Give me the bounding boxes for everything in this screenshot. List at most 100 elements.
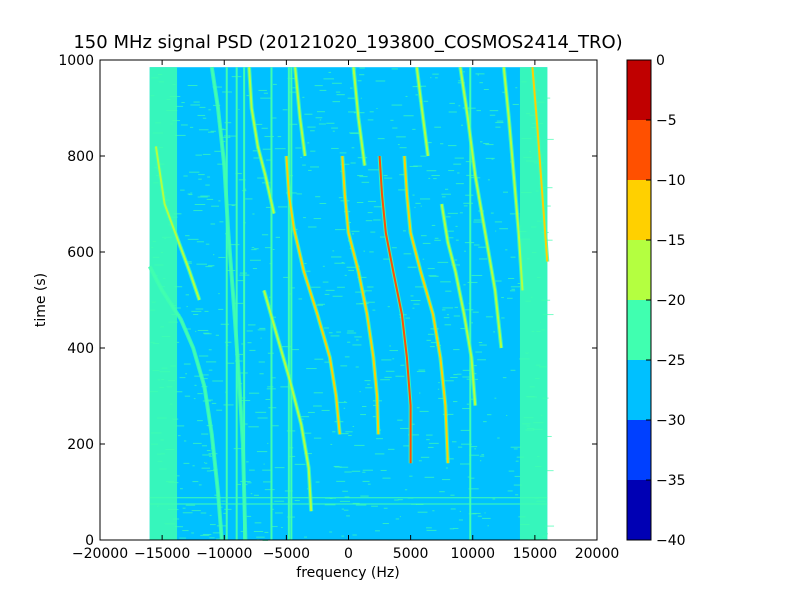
heatmap-speckle	[344, 274, 347, 276]
heatmap-speckle	[233, 448, 243, 450]
heatmap-speckle	[479, 460, 482, 462]
heatmap-speckle	[459, 212, 463, 214]
heatmap-speckle	[163, 278, 166, 280]
heatmap-speckle	[174, 286, 183, 288]
heatmap-speckle	[200, 534, 210, 536]
heatmap-speckle	[371, 505, 378, 507]
heatmap-speckle	[218, 200, 221, 202]
heatmap-speckle	[463, 284, 466, 286]
heatmap-speckle	[457, 446, 463, 448]
heatmap-speckle	[188, 194, 193, 196]
heatmap-speckle	[362, 471, 366, 473]
doppler-track	[502, 67, 524, 291]
heatmap-speckle	[207, 176, 211, 178]
heatmap-speckle	[155, 122, 162, 124]
heatmap-speckle	[251, 247, 255, 249]
heatmap-speckle	[481, 454, 485, 456]
heatmap-speckle	[252, 213, 255, 215]
heatmap-speckle	[273, 83, 277, 85]
heatmap-speckle	[368, 169, 379, 171]
heatmap-speckle	[323, 78, 335, 80]
colorbar-tick-label: −35	[656, 473, 686, 489]
heatmap-speckle	[186, 306, 188, 308]
y-axis-label: time (s)	[33, 273, 49, 327]
heatmap-speckle	[374, 453, 385, 455]
heatmap-speckle	[197, 393, 203, 395]
heatmap-speckle	[542, 314, 554, 316]
doppler-track	[154, 146, 201, 301]
heatmap-speckle	[369, 111, 374, 113]
doppler-track	[285, 155, 341, 435]
heatmap-speckle	[218, 293, 220, 295]
heatmap-speckle	[453, 401, 458, 403]
heatmap-speckle	[354, 336, 362, 338]
heatmap-speckle	[542, 187, 553, 189]
heatmap-speckle	[520, 191, 532, 193]
heatmap-speckle	[168, 482, 179, 484]
heatmap-speckle	[508, 277, 515, 279]
heatmap-speckle	[515, 494, 519, 496]
heatmap-speckle	[199, 106, 206, 108]
heatmap-speckle	[389, 350, 399, 352]
heatmap-speckle	[304, 113, 313, 115]
chart-title: 150 MHz signal PSD (20121020_193800_COSM…	[73, 32, 622, 53]
doppler-track	[352, 67, 366, 166]
heatmap-speckle	[182, 530, 189, 532]
heatmap-speckle	[203, 332, 210, 334]
heatmap-speckle	[159, 468, 167, 470]
heatmap-speckle	[154, 264, 164, 266]
heatmap-speckle	[416, 371, 426, 373]
heatmap-speckle	[361, 181, 370, 183]
heatmap-speckle	[250, 493, 253, 495]
heatmap-speckle	[224, 122, 232, 124]
heatmap-speckle	[399, 516, 401, 518]
heatmap-speckle	[356, 303, 365, 305]
heatmap-speckle	[195, 308, 204, 310]
heatmap-speckle	[525, 300, 531, 302]
heatmap-speckle	[151, 301, 156, 303]
heatmap-speckle	[187, 261, 192, 263]
heatmap-speckle	[487, 179, 490, 181]
heatmap-speckle	[430, 77, 432, 79]
heatmap-speckle	[536, 220, 546, 222]
heatmap-speckle	[203, 378, 208, 380]
heatmap-speckle	[187, 238, 199, 240]
doppler-track	[415, 67, 429, 157]
colorbar-segment	[627, 360, 651, 420]
heatmap-speckle	[417, 511, 428, 513]
heatmap-speckle	[412, 128, 416, 130]
heatmap-speckle	[175, 105, 184, 107]
heatmap-speckle	[248, 324, 256, 326]
heatmap-speckle	[535, 190, 539, 192]
heatmap-speckle	[315, 481, 320, 483]
heatmap-speckle	[164, 199, 170, 201]
heatmap-speckle	[443, 317, 450, 319]
heatmap-speckle	[487, 414, 492, 416]
heatmap-speckle	[426, 434, 433, 436]
heatmap-speckle	[525, 352, 529, 354]
heatmap-speckle	[191, 532, 194, 534]
heatmap-speckle	[360, 495, 369, 497]
heatmap-speckle	[542, 535, 547, 537]
heatmap-speckle	[225, 204, 237, 206]
heatmap-speckle	[542, 205, 551, 207]
doppler-track	[403, 155, 449, 464]
heatmap-speckle	[336, 401, 348, 403]
heatmap-speckle	[442, 309, 446, 311]
heatmap-speckle	[485, 157, 495, 159]
heatmap-speckle	[505, 249, 508, 251]
heatmap-speckle	[511, 288, 515, 290]
heatmap-speckle	[154, 167, 158, 169]
heatmap-speckle	[454, 157, 464, 159]
x-axis-ticks: −20000 −15000 −10000 −5000 0 5000 10000 15000 20…	[72, 60, 619, 562]
heatmap-speckle	[180, 189, 185, 191]
heatmap-speckle	[434, 126, 442, 128]
heatmap-speckle	[536, 331, 541, 333]
colorbar-tick-label: −30	[656, 413, 686, 429]
heatmap-speckle	[535, 364, 541, 366]
heatmap-speckle	[185, 235, 190, 237]
colorbar-segment	[627, 60, 651, 120]
heatmap-speckle	[403, 115, 414, 117]
heatmap-speckle	[379, 236, 386, 238]
heatmap-speckle	[396, 136, 406, 138]
